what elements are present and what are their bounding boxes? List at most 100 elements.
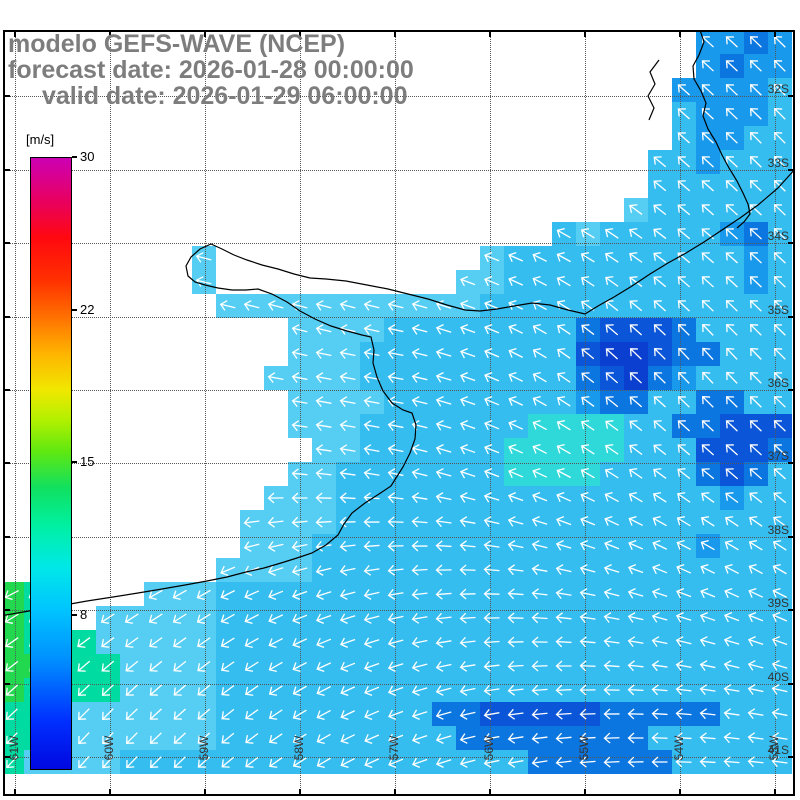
coastline — [3, 30, 795, 617]
wind-direction-arrow — [552, 534, 577, 559]
wind-direction-arrow — [384, 606, 408, 630]
wind-direction-arrow — [360, 366, 383, 389]
longitude-label: 59W — [197, 735, 211, 761]
wind-direction-arrow — [694, 292, 722, 320]
wind-direction-arrow — [646, 508, 673, 535]
wind-direction-arrow — [336, 342, 360, 366]
wind-direction-arrow — [312, 582, 337, 607]
wind-direction-arrow — [312, 558, 336, 582]
wind-direction-arrow — [432, 486, 456, 510]
wind-direction-arrow — [336, 558, 360, 582]
colorbar-tick-mark — [72, 461, 77, 463]
wind-direction-arrow — [264, 366, 287, 389]
wind-direction-arrow — [526, 316, 553, 343]
wind-direction-arrow — [70, 652, 98, 680]
wind-direction-arrow — [264, 534, 288, 558]
wind-direction-arrow — [622, 220, 650, 248]
wind-direction-arrow — [574, 388, 602, 416]
latitude-tick — [3, 683, 10, 685]
wind-direction-arrow — [479, 365, 505, 391]
wind-direction-arrow — [384, 294, 408, 318]
wind-direction-arrow — [575, 509, 601, 535]
wind-direction-arrow — [360, 318, 384, 342]
wind-direction-arrow — [550, 244, 577, 271]
wind-direction-arrow — [742, 508, 770, 536]
wind-direction-arrow — [503, 245, 529, 271]
latitude-tick — [3, 169, 10, 171]
wind-direction-arrow — [646, 148, 674, 176]
wind-direction-arrow — [671, 581, 697, 607]
wind-direction-arrow — [647, 557, 673, 583]
latitude-tick — [788, 316, 795, 318]
wind-direction-arrow — [335, 605, 360, 630]
wind-direction-arrow — [263, 629, 290, 656]
wind-direction-arrow — [410, 536, 430, 556]
latitude-label: 37S — [767, 449, 789, 463]
wind-direction-arrow — [432, 366, 457, 391]
wind-direction-arrow — [622, 412, 650, 440]
wind-direction-arrow — [718, 76, 746, 104]
longitude-label: 55W — [577, 735, 591, 761]
wind-direction-arrow — [408, 390, 432, 414]
wind-direction-arrow — [600, 606, 623, 629]
colorbar-tick-label: 15 — [80, 454, 95, 469]
wind-direction-arrow — [479, 341, 505, 367]
wind-direction-arrow — [190, 604, 218, 632]
wind-direction-arrow — [503, 365, 530, 392]
wind-direction-arrow — [742, 220, 770, 248]
latitude-label: 40S — [767, 670, 789, 684]
wind-direction-arrow — [742, 556, 769, 583]
wind-direction-arrow — [718, 172, 746, 200]
wind-direction-arrow — [647, 581, 672, 606]
wind-direction-arrow — [264, 294, 288, 318]
wind-direction-arrow — [455, 269, 481, 295]
wind-direction-arrow — [455, 317, 481, 343]
wind-direction-arrow — [359, 629, 384, 654]
wind-direction-arrow — [550, 460, 577, 487]
wind-direction-arrow — [670, 340, 698, 368]
wind-direction-arrow — [527, 245, 554, 272]
wind-direction-arrow — [526, 364, 553, 391]
wind-direction-arrow — [505, 583, 526, 604]
wind-direction-arrow — [718, 292, 746, 320]
colorbar-tick-label: 8 — [80, 607, 88, 622]
wind-direction-arrow — [766, 556, 793, 583]
wind-direction-arrow — [742, 52, 770, 80]
wind-direction-arrow — [718, 220, 746, 248]
wind-direction-arrow — [670, 220, 698, 248]
wind-direction-arrow — [241, 511, 264, 534]
wind-direction-arrow — [289, 415, 312, 438]
latitude-label: 41S — [767, 743, 789, 757]
wind-direction-arrow — [622, 364, 650, 392]
wind-direction-arrow — [766, 484, 794, 512]
longitude-tick — [584, 30, 586, 37]
wind-direction-arrow — [766, 292, 794, 320]
wind-direction-arrow — [288, 342, 312, 366]
wind-direction-arrow — [361, 535, 382, 556]
wind-direction-arrow — [527, 485, 553, 511]
wind-direction-arrow — [719, 557, 746, 584]
colorbar-gradient — [30, 157, 72, 770]
wind-direction-arrow — [482, 608, 502, 628]
wind-direction-arrow — [694, 388, 722, 416]
wind-direction-arrow — [528, 558, 551, 581]
wind-direction-arrow — [312, 366, 335, 389]
colorbar-tick-mark — [72, 156, 77, 158]
wind-direction-arrow — [287, 605, 313, 631]
wind-direction-arrow — [384, 582, 407, 605]
wind-direction-arrow — [696, 630, 721, 655]
longitude-tick — [489, 789, 491, 796]
wind-direction-arrow — [479, 461, 505, 487]
wind-direction-arrow — [598, 316, 626, 344]
wind-direction-arrow — [577, 607, 600, 630]
wind-direction-arrow — [287, 581, 313, 607]
wind-direction-arrow — [457, 607, 478, 628]
wind-direction-arrow — [336, 318, 360, 342]
latitude-tick — [788, 756, 795, 758]
coastline-path — [3, 168, 795, 617]
wind-direction-arrow — [216, 294, 240, 318]
wind-direction-arrow — [408, 630, 432, 654]
wind-direction-arrow — [695, 605, 720, 630]
wind-direction-arrow — [479, 437, 505, 463]
latitude-tick — [788, 609, 795, 611]
